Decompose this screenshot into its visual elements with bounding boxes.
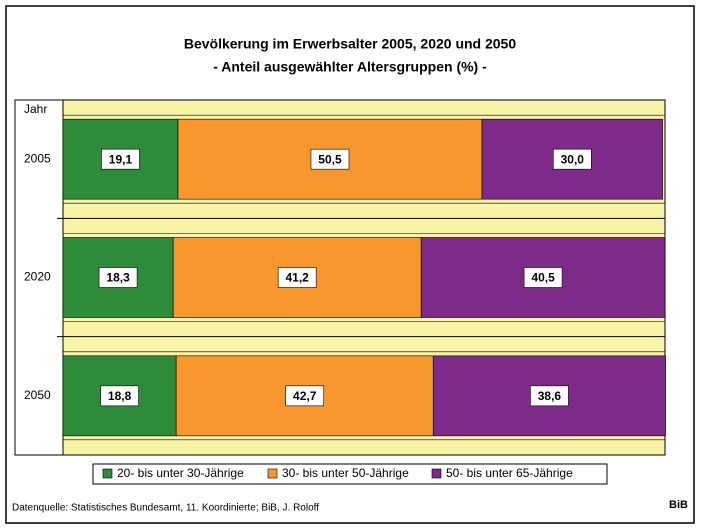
legend-swatch [267,468,278,479]
legend-label: 20- bis unter 30-Jährige [117,466,244,480]
data-label: 40,5 [531,271,555,285]
data-label-box [98,267,138,288]
data-label-box [101,148,140,170]
data-label-box [277,267,317,288]
brand: BiB [669,499,688,511]
data-label: 50,5 [318,152,342,166]
y-tick-label: 2005 [24,151,51,165]
y-tick-label: 2050 [24,388,51,402]
data-label: 19,1 [109,152,133,166]
bar-segment [172,237,422,318]
data-label-box [530,385,569,407]
data-label-box [523,267,563,288]
legend [92,463,608,485]
chart-subtitle: - Anteil ausgewählter Altersgruppen (%) … [213,59,487,75]
legend-swatch [431,468,442,479]
y-tick-label: 2020 [24,270,51,284]
data-label-box [285,385,325,407]
source: Datenquelle: Statistisches Bundesamt, 11… [12,503,319,514]
y-axis-label: Jahr [24,102,47,116]
data-label: 18,3 [106,271,130,285]
data-label: 30,0 [561,152,585,166]
data-label: 42,7 [293,389,317,403]
data-label: 18,8 [108,389,132,403]
data-label-box [310,148,350,170]
chart-title: Bevölkerung im Erwerbsalter 2005, 2020 u… [184,36,516,52]
legend-label: 50- bis unter 65-Jährige [446,466,573,480]
legend-label: 30- bis unter 50-Jährige [282,466,409,480]
data-label-box [100,385,139,407]
data-label-box [552,148,592,170]
legend-swatch [102,468,113,479]
data-label: 38,6 [538,389,562,403]
data-label: 41,2 [285,271,309,285]
